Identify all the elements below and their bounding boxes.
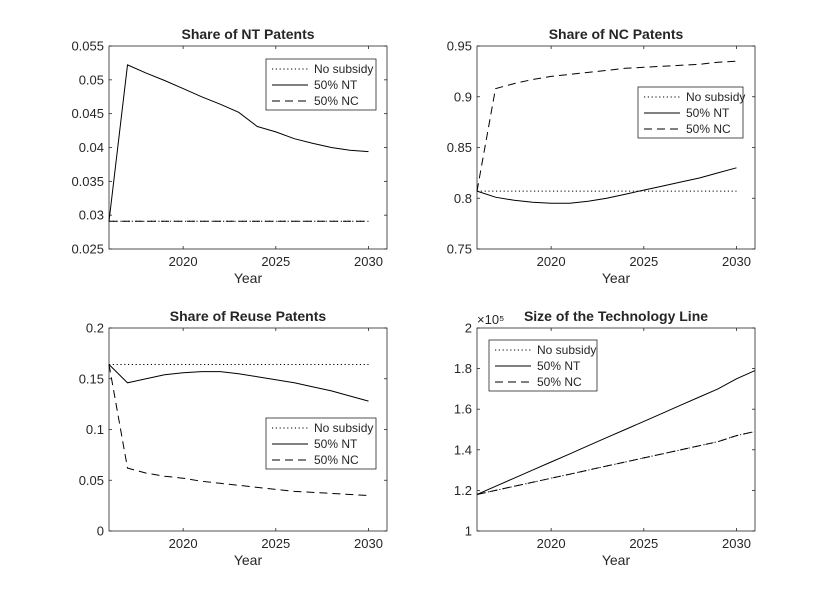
- y-tick-label: 0.05: [79, 473, 104, 488]
- y-tick-label: 1.6: [454, 402, 472, 417]
- subplot-nc-patents: 0.75 0.8 0.85 0.9 0.95 2020 2025 2030 Year Share …: [447, 26, 755, 286]
- legend-label: 50% NT: [686, 106, 730, 120]
- x-tick-label: 2030: [354, 254, 383, 269]
- y-tick-label: 0.055: [71, 39, 104, 54]
- legend-label: 50% NT: [537, 359, 581, 373]
- y-tick-label: 0.1: [86, 422, 104, 437]
- y-tick-label: 0: [97, 524, 104, 539]
- y-tick-label: 0.95: [447, 39, 472, 54]
- chart-title: Share of Reuse Patents: [170, 308, 327, 324]
- y-tick-label: 0.9: [454, 89, 472, 104]
- x-tick-label: 2020: [537, 536, 566, 551]
- y-tick-label: 1.2: [454, 483, 472, 498]
- x-tick-label: 2020: [169, 536, 198, 551]
- x-tick-label: 2030: [722, 536, 751, 551]
- y-tick-label: 0.045: [71, 106, 104, 121]
- y-tick-label: 1: [465, 524, 472, 539]
- legend-label: 50% NC: [314, 94, 359, 108]
- y-tick-label: 2: [465, 321, 472, 336]
- subplot-reuse-patents: 0 0.05 0.1 0.15 0.2 2020 2025 2030 Year Share of …: [79, 308, 387, 568]
- legend-label: No subsidy: [537, 343, 596, 357]
- legend-label: 50% NC: [686, 122, 731, 136]
- x-tick-label: 2025: [261, 254, 290, 269]
- y-tick-label: 0.75: [447, 242, 472, 257]
- legend-label: 50% NC: [537, 375, 582, 389]
- legend-label: No subsidy: [314, 421, 373, 435]
- x-tick-label: 2025: [629, 254, 658, 269]
- exponent-label: ×10⁵: [477, 312, 504, 327]
- y-tick-label: 0.85: [447, 140, 472, 155]
- axes-box: [477, 46, 755, 249]
- x-tick-label: 2020: [537, 254, 566, 269]
- chart-title: Share of NC Patents: [549, 26, 684, 42]
- x-axis-label: Year: [234, 552, 263, 568]
- x-tick-label: 2020: [169, 254, 198, 269]
- x-tick-label: 2025: [629, 536, 658, 551]
- y-tick-label: 0.03: [79, 208, 104, 223]
- y-tick-label: 0.04: [79, 140, 104, 155]
- y-tick-label: 0.05: [79, 72, 104, 87]
- y-tick-label: 1.4: [454, 442, 472, 457]
- subplot-nt-patents: 0.025 0.03 0.035 0.04 0.045 0.05 0.055 2020 2025…: [71, 26, 387, 286]
- legend-label: 50% NT: [314, 78, 358, 92]
- x-tick-label: 2025: [261, 536, 290, 551]
- y-tick-label: 0.035: [71, 174, 104, 189]
- x-tick-label: 2030: [722, 254, 751, 269]
- x-tick-label: 2030: [354, 536, 383, 551]
- legend-label: No subsidy: [686, 90, 745, 104]
- y-tick-label: 0.15: [79, 371, 104, 386]
- x-axis-label: Year: [234, 270, 263, 286]
- chart-title: Share of NT Patents: [181, 26, 314, 42]
- legend-label: 50% NT: [314, 437, 358, 451]
- subplot-technology-line: 1 1.2 1.4 1.6 1.8 2 2020 2025 2030 Year Size of th…: [454, 308, 755, 568]
- y-tick-label: 0.025: [71, 242, 104, 257]
- legend-label: No subsidy: [314, 62, 373, 76]
- x-axis-label: Year: [602, 552, 631, 568]
- legend-label: 50% NC: [314, 453, 359, 467]
- chart-title: Size of the Technology Line: [524, 308, 708, 324]
- y-tick-label: 0.2: [86, 321, 104, 336]
- x-axis-label: Year: [602, 270, 631, 286]
- y-tick-label: 0.8: [454, 191, 472, 206]
- y-tick-label: 1.8: [454, 361, 472, 376]
